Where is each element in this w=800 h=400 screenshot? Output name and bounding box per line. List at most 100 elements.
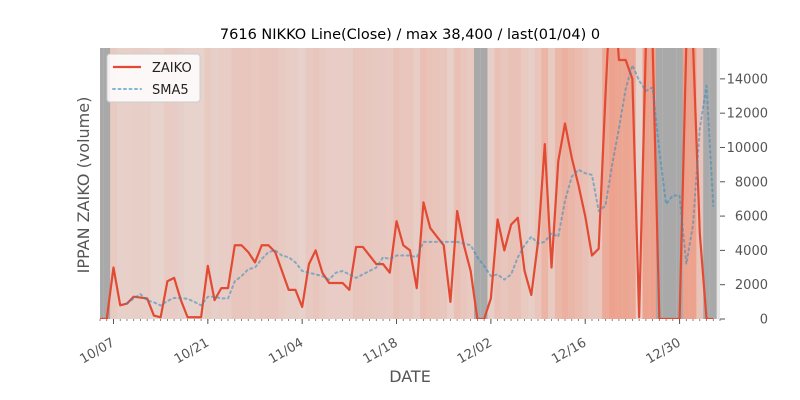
day-band [345, 48, 353, 319]
day-band [615, 48, 623, 319]
y-axis: 0 2000 4000 6000 8000 10000 12000 14000 [720, 72, 768, 328]
day-band [649, 48, 656, 319]
day-band [642, 48, 650, 319]
day-band [312, 48, 320, 319]
day-band [588, 48, 596, 319]
day-band [157, 48, 165, 319]
day-band [265, 48, 272, 319]
day-band [325, 48, 333, 319]
day-band [238, 48, 245, 319]
day-band [426, 48, 434, 319]
day-band [541, 48, 549, 319]
day-band [487, 48, 495, 319]
day-band [703, 48, 710, 319]
day-band [197, 48, 205, 319]
y-tick-label: 14000 [727, 72, 768, 87]
day-band [629, 48, 636, 319]
day-band [474, 48, 481, 319]
day-band [622, 48, 630, 319]
x-axis-label: DATE [389, 367, 431, 386]
day-band [386, 48, 394, 319]
legend-label-zaiko: ZAIKO [152, 61, 192, 76]
day-band [406, 48, 414, 319]
day-band [366, 48, 373, 319]
day-band [137, 48, 144, 319]
day-band [494, 48, 501, 319]
day-band [581, 48, 589, 319]
day-band [352, 48, 360, 319]
day-band [467, 48, 475, 319]
day-band [150, 48, 158, 319]
day-band [413, 48, 421, 319]
day-band [399, 48, 407, 319]
legend: ZAIKO SMA5 [106, 53, 201, 103]
day-band [548, 48, 555, 319]
day-band [292, 48, 299, 319]
day-band [224, 48, 232, 319]
day-band [184, 48, 191, 319]
day-band [271, 48, 279, 319]
day-band [635, 48, 643, 319]
day-band [507, 48, 515, 319]
y-tick-label: 2000 [735, 278, 768, 293]
day-band [709, 48, 717, 319]
legend-label-sma5: SMA5 [152, 83, 189, 98]
day-band [211, 48, 218, 319]
series-line-zaiko [100, 48, 714, 319]
day-band [319, 48, 326, 319]
day-band [440, 48, 448, 319]
day-band [143, 48, 151, 319]
day-band [285, 48, 293, 319]
day-band [514, 48, 522, 319]
day-band [231, 48, 239, 319]
day-band [420, 48, 427, 319]
day-band [608, 48, 616, 319]
day-band [372, 48, 380, 319]
day-band [258, 48, 266, 319]
day-band [602, 48, 609, 319]
day-band [689, 48, 697, 319]
day-band [696, 48, 704, 319]
day-band [453, 48, 461, 319]
day-band [460, 48, 468, 319]
day-band [480, 48, 488, 319]
day-band [278, 48, 286, 319]
y-tick-label: 6000 [735, 210, 768, 225]
day-band [204, 48, 212, 319]
day-band [534, 48, 542, 319]
day-band [298, 48, 306, 319]
day-band [110, 48, 117, 319]
day-band [662, 48, 670, 319]
day-band [116, 48, 124, 319]
day-band [244, 48, 252, 319]
day-band [170, 48, 178, 319]
day-band [676, 48, 683, 319]
day-band [305, 48, 313, 319]
day-band [595, 48, 603, 319]
y-tick-label: 10000 [727, 141, 768, 156]
day-band [217, 48, 225, 319]
day-band [379, 48, 387, 319]
day-band [682, 48, 690, 319]
y-tick-label: 8000 [735, 175, 768, 190]
day-band [655, 48, 663, 319]
y-tick-label: 0 [760, 313, 768, 328]
day-band [561, 48, 569, 319]
y-tick-label: 4000 [735, 244, 768, 259]
day-band [177, 48, 185, 319]
day-band [100, 48, 104, 319]
day-band [447, 48, 454, 319]
day-band [433, 48, 441, 319]
y-axis-label: IPPAN ZAIKO (volume) [74, 97, 93, 274]
day-band [359, 48, 367, 319]
day-band [554, 48, 562, 319]
day-band [339, 48, 346, 319]
day-band [521, 48, 528, 319]
day-band [190, 48, 198, 319]
series-lines [100, 48, 715, 319]
day-band [103, 48, 111, 319]
day-band [123, 48, 131, 319]
chart-title: 7616 NIKKO Line(Close) / max 38,400 / la… [220, 27, 600, 43]
